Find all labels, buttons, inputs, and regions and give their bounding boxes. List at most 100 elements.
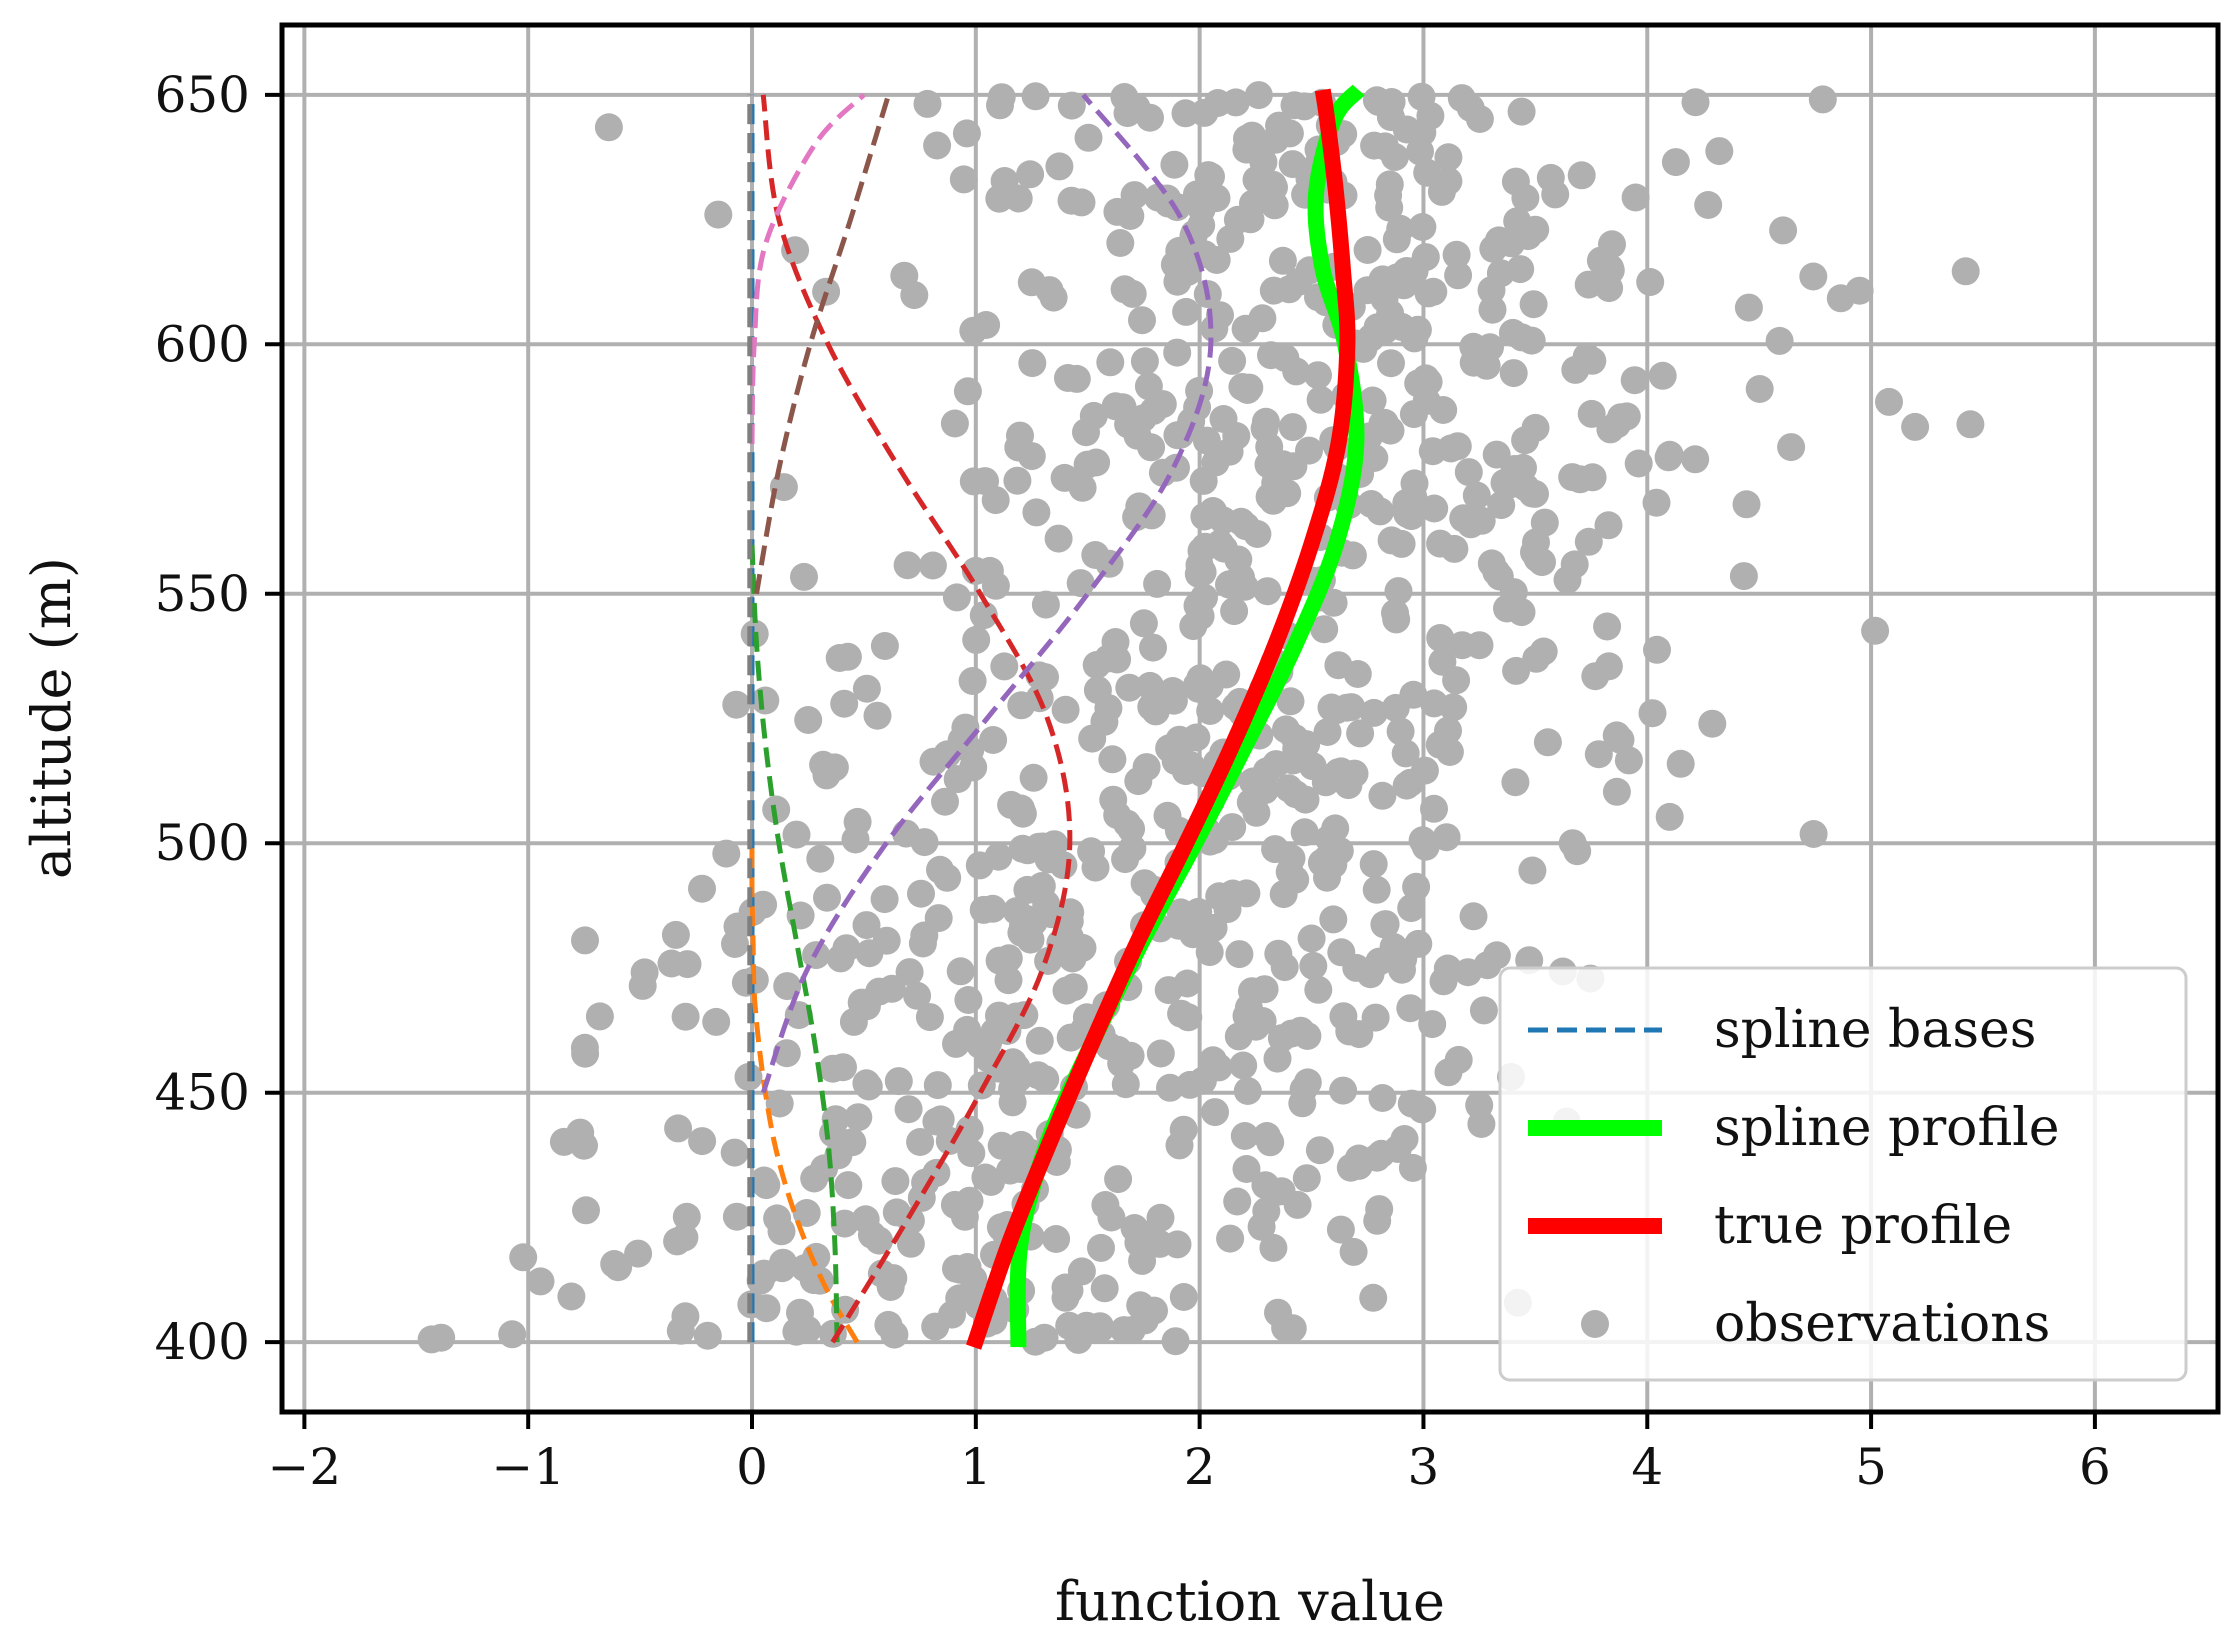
observation-point: [720, 1138, 749, 1167]
observation-point: [1694, 191, 1723, 219]
observation-point: [833, 642, 862, 671]
observation-point: [910, 828, 939, 857]
observation-point: [1195, 938, 1224, 967]
observation-point: [942, 1029, 970, 1058]
observation-point: [876, 1273, 905, 1301]
observation-point: [1106, 229, 1135, 257]
observation-point: [1250, 414, 1279, 443]
observation-point: [1216, 224, 1245, 253]
observation-point: [1418, 1010, 1447, 1039]
observation-point: [1397, 894, 1426, 923]
observation-point: [1201, 448, 1230, 477]
observation-point: [1082, 651, 1111, 679]
observation-point: [1327, 938, 1356, 967]
observation-point: [1104, 1165, 1133, 1194]
observation-point: [1462, 481, 1491, 510]
observation-point: [1254, 450, 1283, 479]
observation-point: [1292, 730, 1321, 759]
observation-point: [987, 83, 1016, 112]
observation-point: [1329, 1076, 1358, 1105]
observation-point: [1263, 1044, 1292, 1073]
observation-point: [1398, 1153, 1427, 1182]
observation-point: [1081, 853, 1110, 882]
observation-point: [572, 1196, 600, 1225]
observation-point: [1154, 976, 1183, 1005]
observation-point: [1358, 386, 1387, 415]
observation-point: [957, 1139, 986, 1168]
observation-point: [1161, 1327, 1190, 1356]
observation-point: [1661, 148, 1690, 177]
observation-point: [1340, 759, 1369, 788]
observation-point: [1443, 432, 1472, 461]
observation-point: [1132, 753, 1161, 782]
spline-bases-layer: [747, 93, 1214, 1344]
observation-point: [945, 1284, 974, 1313]
observation-point: [1371, 910, 1400, 939]
observation-point: [893, 551, 922, 580]
observation-point: [896, 1229, 925, 1258]
observation-point: [813, 883, 841, 912]
observation-point: [1901, 412, 1930, 441]
observation-point: [1384, 577, 1413, 606]
observation-point: [509, 1243, 538, 1272]
observation-point: [1426, 529, 1455, 558]
observation-point: [1275, 275, 1304, 304]
observation-point: [1292, 1164, 1321, 1193]
observation-point: [1574, 527, 1603, 556]
observation-point: [923, 131, 952, 160]
observation-point: [1387, 529, 1416, 558]
observation-point: [1172, 297, 1201, 326]
observation-point: [1097, 1203, 1126, 1232]
observation-point: [1584, 740, 1613, 769]
observation-point: [1476, 333, 1504, 362]
observation-point: [1533, 728, 1562, 757]
observation-point: [1232, 879, 1261, 908]
observation-point: [1368, 1084, 1397, 1112]
observation-point: [1278, 150, 1307, 179]
observation-point: [1194, 161, 1223, 190]
observation-point: [1311, 768, 1340, 797]
observation-point: [1362, 86, 1391, 115]
plot-frame: [279, 22, 2221, 1415]
observation-point: [1875, 387, 1903, 416]
observation-point: [806, 844, 835, 873]
observation-point: [1087, 1233, 1115, 1262]
observation-point: [818, 1319, 847, 1348]
observation-point: [854, 1072, 883, 1101]
observation-point: [907, 879, 935, 908]
observation-point: [1799, 820, 1828, 848]
observation-point: [1260, 173, 1288, 202]
axis-ticks: −2 −1 0 1 2 3 4 5 6 400 450 500 550 600 650: [155, 66, 2111, 1496]
observation-point: [1313, 718, 1342, 746]
spline-basis-2: [749, 543, 840, 1343]
observation-point: [979, 726, 1008, 754]
observation-point: [953, 377, 982, 406]
observation-point: [1577, 399, 1606, 428]
observation-point: [1205, 882, 1234, 911]
observation-point: [1166, 898, 1195, 927]
observation-point: [1275, 119, 1304, 148]
observation-point: [1359, 1283, 1388, 1312]
observation-point: [1407, 82, 1436, 111]
observation-point: [794, 706, 823, 734]
observation-point: [673, 950, 702, 979]
legend-label-spline-bases: spline bases: [1714, 1000, 2036, 1060]
observation-point: [1521, 413, 1550, 442]
observation-point: [1400, 257, 1429, 285]
observation-point: [1220, 597, 1249, 626]
observation-point: [913, 89, 942, 118]
observation-point: [1081, 541, 1110, 569]
observation-point: [1346, 719, 1375, 748]
observation-point: [1321, 814, 1350, 843]
observation-point: [800, 1164, 829, 1193]
observation-point: [969, 895, 998, 924]
y-tick-label: 450: [155, 1064, 250, 1122]
observation-point: [722, 690, 751, 719]
observation-point: [1256, 1128, 1285, 1157]
observation-point: [894, 1095, 923, 1124]
observation-point: [1521, 215, 1550, 244]
observation-point: [940, 409, 969, 438]
observation-point: [712, 839, 741, 868]
observation-point: [1429, 396, 1458, 424]
observation-point: [852, 674, 881, 703]
